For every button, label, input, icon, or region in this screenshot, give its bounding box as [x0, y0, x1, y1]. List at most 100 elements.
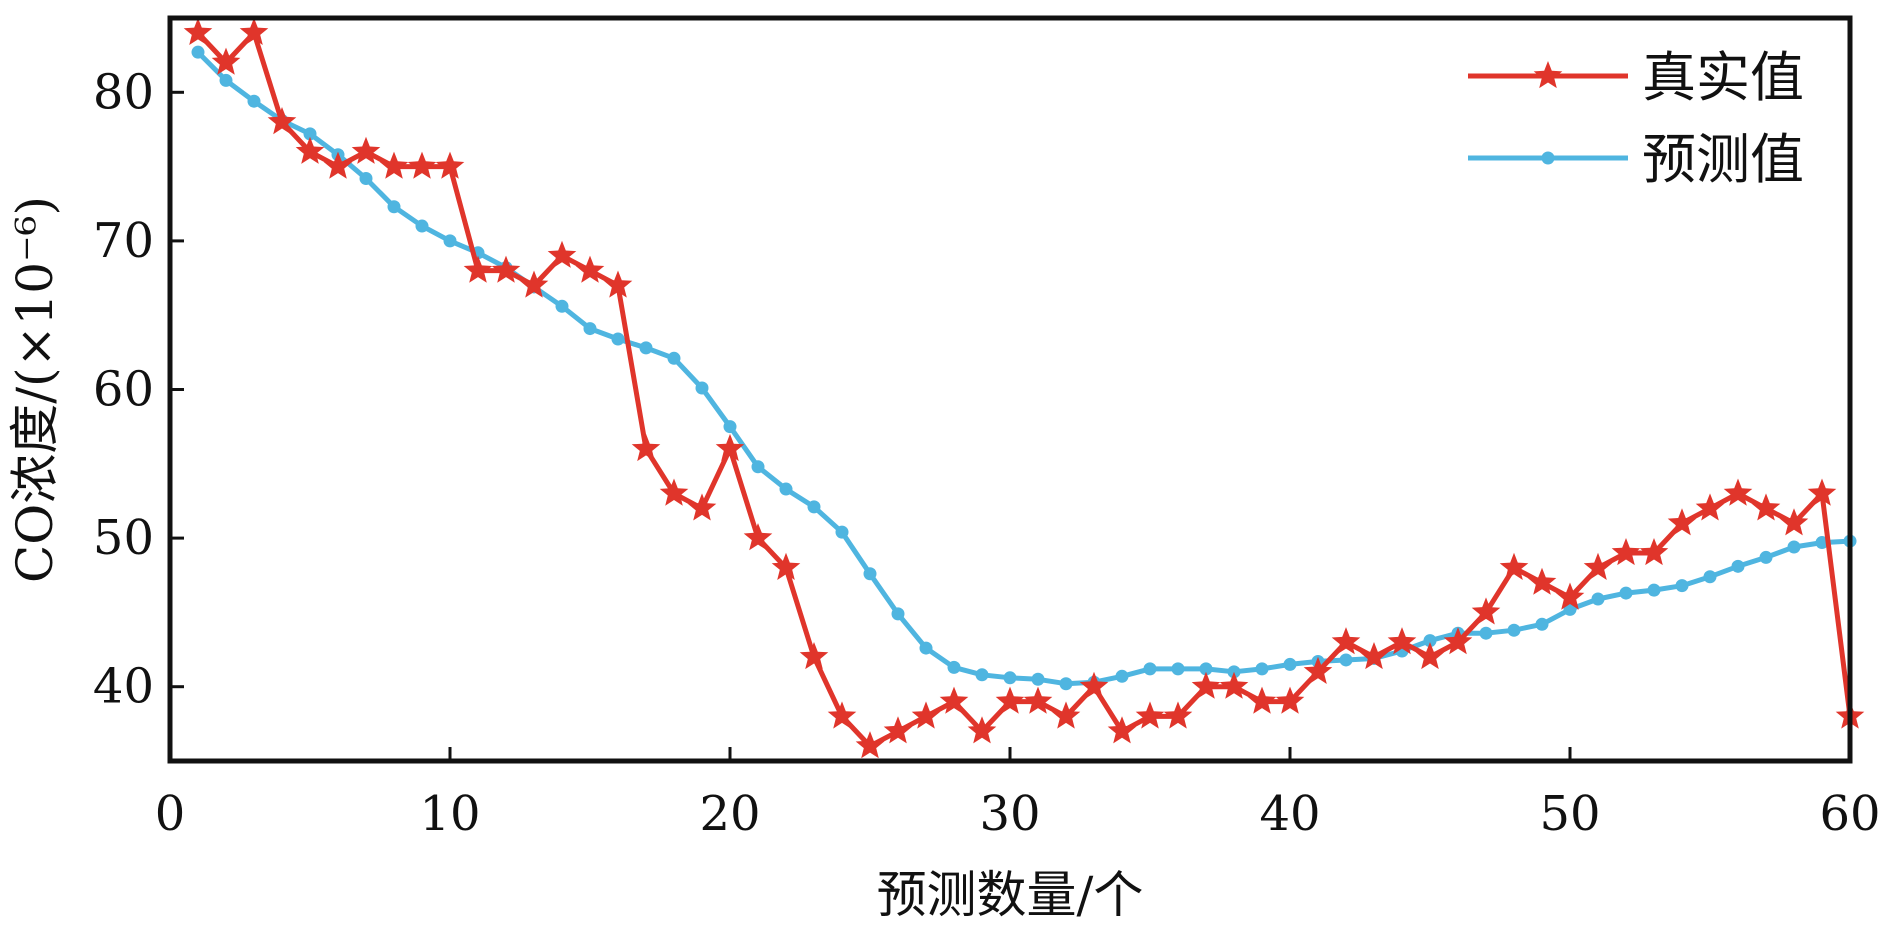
- y-tick-label: 60: [93, 362, 154, 418]
- data-point: [379, 151, 409, 179]
- data-point: [519, 270, 549, 298]
- data-point: [967, 716, 997, 744]
- series-layer: [183, 17, 1865, 759]
- data-point: [1415, 642, 1445, 670]
- data-point: [575, 255, 605, 283]
- data-point: [1499, 552, 1529, 580]
- data-point: [1219, 671, 1249, 699]
- x-tick-label: 10: [419, 786, 480, 842]
- plot-frame: [167, 15, 1853, 764]
- data-point: [827, 701, 857, 729]
- data-point: [891, 607, 905, 621]
- data-point: [1703, 570, 1717, 584]
- data-point: [1787, 540, 1801, 554]
- data-point: [1443, 627, 1473, 655]
- data-point: [1171, 662, 1185, 676]
- data-point: [919, 641, 933, 655]
- data-point: [1555, 582, 1585, 610]
- data-point: [799, 642, 829, 670]
- data-point: [1199, 662, 1213, 676]
- data-point: [1751, 493, 1781, 521]
- data-point: [1115, 669, 1129, 683]
- data-point: [771, 552, 801, 580]
- x-tick-label: 0: [155, 786, 186, 842]
- data-point: [351, 136, 381, 164]
- data-point: [359, 171, 373, 185]
- data-point: [555, 299, 569, 313]
- data-point: [667, 351, 681, 365]
- data-point: [247, 94, 261, 108]
- data-point: [1143, 662, 1157, 676]
- data-point: [1031, 672, 1045, 686]
- data-point: [883, 716, 913, 744]
- data-point: [603, 270, 633, 298]
- data-point: [855, 731, 885, 759]
- series-line: [196, 30, 1853, 749]
- data-point: [715, 433, 745, 462]
- data-point: [1731, 559, 1745, 573]
- data-point: [1255, 662, 1269, 676]
- data-point: [1163, 701, 1193, 729]
- x-tick-label: 30: [979, 786, 1040, 842]
- legend-item-1: 真实值: [1468, 46, 1804, 109]
- legend-label: 真实值: [1642, 46, 1804, 109]
- data-point: [807, 500, 821, 514]
- data-point: [583, 322, 597, 336]
- data-point: [387, 200, 401, 214]
- data-point: [323, 151, 353, 179]
- data-point: [659, 478, 689, 506]
- data-point: [1003, 671, 1017, 685]
- series-1: [183, 17, 1865, 759]
- data-point: [443, 234, 457, 248]
- series-2: [191, 45, 1857, 691]
- data-point: [1479, 626, 1493, 640]
- data-point: [1283, 657, 1297, 671]
- data-point: [939, 686, 969, 714]
- data-point: [835, 525, 849, 539]
- data-point: [1107, 716, 1137, 744]
- data-point: [631, 433, 661, 462]
- data-point: [1051, 701, 1081, 729]
- series-line: [196, 50, 1851, 687]
- data-point: [239, 17, 269, 45]
- data-point: [267, 107, 297, 135]
- data-point: [1079, 671, 1109, 699]
- data-point: [1471, 597, 1501, 625]
- data-point: [1023, 686, 1053, 714]
- data-point: [639, 341, 653, 355]
- data-point: [1059, 677, 1073, 691]
- legend-label: 预测值: [1642, 128, 1804, 191]
- x-tick-label: 50: [1539, 786, 1600, 842]
- y-tick-label: 40: [93, 659, 154, 715]
- data-point: [1759, 550, 1773, 564]
- data-point: [1275, 686, 1305, 714]
- data-point: [1675, 579, 1689, 593]
- data-point: [995, 686, 1025, 714]
- x-tick-label: 40: [1259, 786, 1320, 842]
- data-point: [687, 493, 717, 521]
- data-point: [1667, 508, 1697, 536]
- x-tick-label: 60: [1819, 786, 1880, 842]
- legend-item-2: 预测值: [1468, 128, 1804, 191]
- data-point: [1303, 656, 1333, 684]
- data-point: [1507, 623, 1521, 637]
- data-point: [1563, 602, 1577, 616]
- data-point: [1191, 671, 1221, 699]
- data-point: [1695, 493, 1725, 521]
- data-point: [415, 219, 429, 233]
- y-tick-label: 50: [93, 510, 154, 566]
- data-point: [211, 47, 241, 75]
- data-point: [1527, 567, 1557, 595]
- data-point: [1639, 538, 1669, 566]
- data-point: [1423, 634, 1437, 648]
- data-point: [183, 17, 213, 45]
- data-point: [491, 255, 521, 283]
- y-tick-label: 70: [93, 213, 154, 269]
- data-point: [303, 127, 317, 141]
- data-point: [1339, 653, 1353, 667]
- data-point: [1247, 686, 1277, 714]
- x-tick-label: 20: [699, 786, 760, 842]
- data-point: [1723, 478, 1753, 506]
